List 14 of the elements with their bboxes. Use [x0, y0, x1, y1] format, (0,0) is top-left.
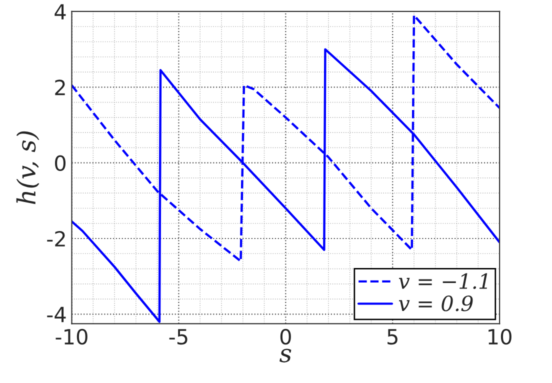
y-tick-label: 2	[55, 80, 65, 96]
x-axis-title: s	[280, 348, 292, 362]
y-tick-label: 4	[54, 4, 66, 20]
x-tick-label: 10	[488, 328, 512, 345]
x-tick-label: 5	[388, 329, 398, 345]
legend-label: v = −1.1	[398, 273, 488, 290]
y-tick-label: 0	[55, 155, 66, 172]
legend-label: v = 0.9	[398, 296, 473, 312]
y-tick-label: -4	[47, 306, 66, 322]
y-tick-label: -2	[47, 230, 65, 246]
x-tick-label: -5	[169, 329, 188, 345]
x-tick-label: -10	[56, 328, 88, 345]
x-tick-label: 0	[280, 328, 291, 345]
y-axis-title: h(v, s)	[16, 131, 40, 204]
